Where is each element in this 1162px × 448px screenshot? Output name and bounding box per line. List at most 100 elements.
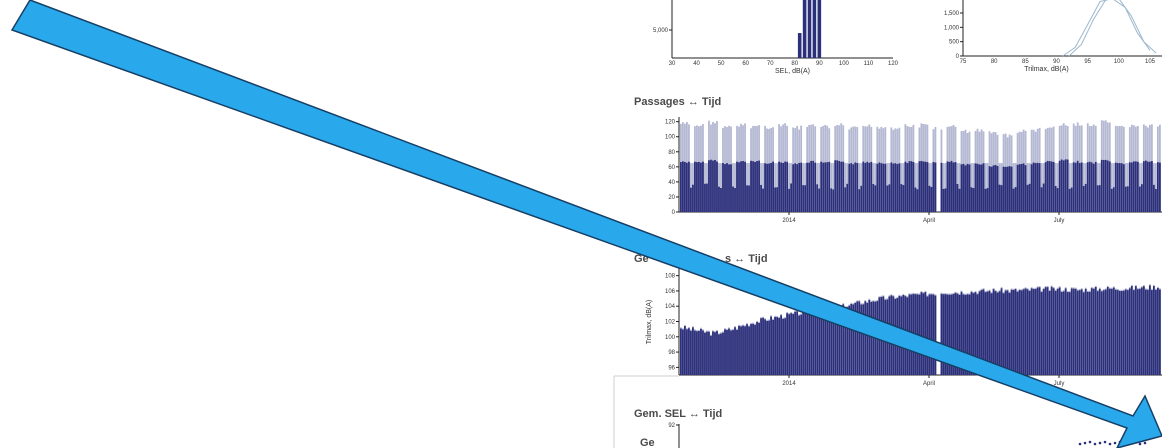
sel-hist-x-label: SEL, dB(A) [775,68,810,75]
passages-bar-dark [952,162,955,212]
trilmax-bar-dark [1146,289,1149,375]
passages-bar-dark [744,161,746,212]
trilmax-bar-dark [1086,291,1089,375]
trilmax-bar-dark [848,305,851,375]
trilmax-bar-dark [1036,287,1039,375]
passages-bar-dark [1040,187,1043,212]
trilmax-bar-dark [862,304,865,375]
passages-bar-dark [1118,163,1121,212]
trilmax-y-tick: 104 [665,304,676,310]
passages-bar-dark [1138,186,1141,212]
trilmax-bar-dark [740,326,742,375]
sel-time-point [1143,441,1147,445]
trilmax-bar-dark [788,314,791,375]
passages-bar-dark [982,163,985,212]
trilmax-bar-dark [836,306,839,375]
passages-bar-dark [1122,164,1125,212]
passages-bar-dark [954,162,957,212]
passages-y-tick: 80 [668,150,675,156]
trilmax-bar-dark [790,313,793,375]
trilmax-y-tick: 108 [665,274,676,280]
tril-dist-x-label: Trilmax, dB(A) [1024,66,1068,73]
trilmax-bar-dark [934,295,937,375]
passages-bar-dark [776,187,779,212]
passages-bar-dark [998,184,1001,212]
passages-bar-dark [870,161,873,212]
trilmax-bar-dark [1014,289,1017,375]
passages-bar-dark [772,161,774,212]
trilmax-bar-dark [860,304,863,375]
passages-bar-dark [918,161,921,212]
trilmax-bar-dark [1060,291,1063,375]
trilmax-bar-dark [766,321,768,375]
trilmax-bar-dark [750,324,752,375]
passages-bar-dark [808,162,811,212]
passages-bar-dark [854,162,857,212]
trilmax-bar-dark [950,294,953,375]
passages-bar-dark [680,162,682,212]
sel-histogram: 5,000 30 40 50 60 70 80 90 100 110 120 SEL, dB(A) [653,0,899,75]
trilmax-bar-dark [1020,290,1023,375]
sel-hist-y-tick: 5,000 [653,28,669,34]
tril-dist-x-tick: 80 [991,59,998,65]
trilmax-bar-dark [1010,289,1013,375]
trilmax-bar-dark [694,330,696,375]
trilmax-bar-dark [698,331,700,375]
passages-bar-dark [866,161,869,212]
trilmax-bar-dark [1102,290,1105,375]
sel-hist-bar [817,0,822,58]
passages-bar-dark [1068,188,1071,212]
passages-bar-dark [1148,161,1151,212]
passages-bar-dark [1050,161,1053,212]
passages-bar-dark [916,189,919,212]
trilmax-bar-dark [940,293,943,375]
passages-bar-dark [996,165,999,212]
trilmax-bar-dark [1018,290,1021,375]
tril-dist-x-tick: 85 [1022,59,1029,65]
trilmax-bar-dark [692,327,694,375]
passages-bar-dark [1074,162,1077,212]
sel-tijd-title: Gem. SEL ↔ Tijd [634,408,723,420]
trilmax-bar-dark [718,334,720,375]
trilmax-bar-dark [866,302,869,375]
trilmax-bar-dark [998,291,1001,375]
trilmax-bar-dark [752,323,754,375]
passages-bar-dark [868,162,871,212]
passages-bar-dark [702,161,704,212]
tril-dist-y-tick: 0 [956,54,960,60]
passages-bar-dark [874,185,877,212]
passages-bar-dark [1036,162,1039,212]
trilmax-bar-dark [1144,289,1147,375]
trilmax-time-chart: 96 98 100 102 104 106 108 Trilmax, dB(A) 2014 Apr… [613,268,1162,448]
trilmax-bar-dark [1016,291,1019,375]
passages-bar-dark [1012,188,1015,212]
sel-hist-x-tick: 100 [839,61,850,67]
trilmax-bar-dark [748,326,750,375]
passages-bar-dark [892,163,895,212]
trilmax-bar-dark [774,316,776,375]
trilmax-bar-dark [1000,288,1003,375]
passages-bar-dark [1010,166,1013,212]
passages-bar-dark [712,160,714,212]
passages-bar-dark [930,187,933,212]
trilmax-bar-dark [972,293,975,375]
passages-bar-dark [1066,159,1069,212]
trilmax-bar-dark [682,329,684,375]
passages-bar-dark [1158,162,1161,212]
passages-bar-total [1056,163,1059,212]
trilmax-bar-dark [792,314,795,375]
trilmax-bar-dark [770,316,772,375]
passages-bar-dark [912,162,915,212]
passages-bar-dark [1108,161,1111,212]
passages-bar-dark [1092,163,1095,212]
passages-bar-total [762,163,764,212]
passages-bar-dark [920,160,923,212]
trilmax-bar-dark [828,308,831,375]
trilmax-bar-dark [802,310,805,375]
passages-bar-total [788,163,791,212]
passages-bar-dark [990,166,993,212]
sel-time-y-tick: 92 [668,423,675,429]
passages-bar-dark [1028,183,1031,212]
passages-bar-dark [1056,188,1059,212]
